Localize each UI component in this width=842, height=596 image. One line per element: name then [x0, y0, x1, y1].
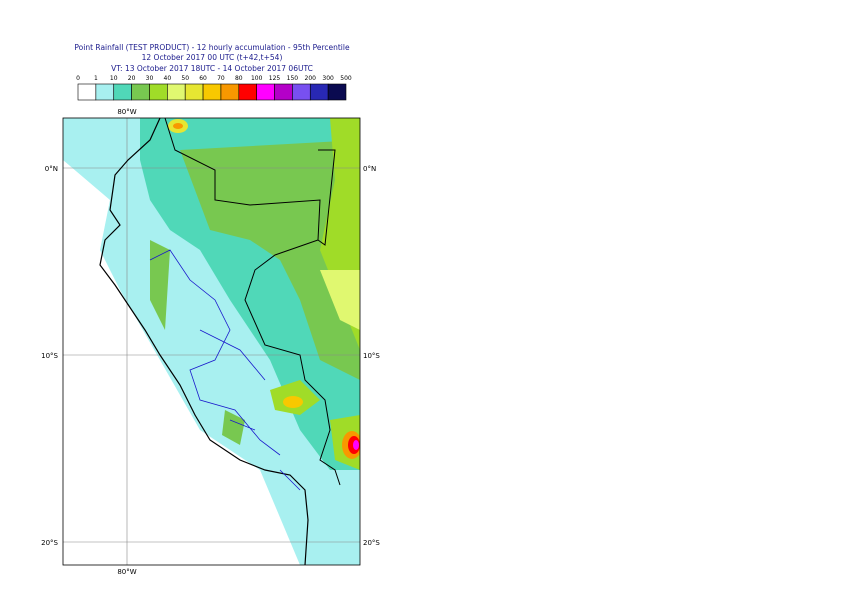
color-swatch	[292, 83, 311, 101]
lon-label: 80°W	[117, 568, 136, 576]
color-swatch	[184, 83, 204, 101]
color-swatch	[220, 83, 240, 101]
color-swatch	[309, 83, 329, 101]
colorbar-label: 300	[322, 75, 334, 82]
colorbar-label: 30	[146, 75, 154, 82]
lat-label: 0°N	[363, 165, 376, 173]
color-swatch	[113, 83, 132, 101]
lat-label: 10°S	[363, 352, 380, 360]
lat-label: 0°N	[45, 165, 58, 173]
color-swatch	[274, 83, 293, 101]
color-swatch	[77, 83, 97, 101]
colorbar-label: 100	[251, 75, 263, 82]
color-swatch	[327, 83, 347, 101]
colorbar-label: 150	[287, 75, 299, 82]
colorbar-label: 40	[164, 75, 172, 82]
map-frame	[62, 117, 361, 566]
colorbar-label: 500	[340, 75, 352, 82]
colorbar-label: 0	[76, 75, 80, 82]
colorbar: 0 1 10 20 30 40 50 60 70 80 100 125 150 200 300 500	[76, 75, 352, 101]
lat-label: 20°S	[363, 539, 380, 547]
color-swatch	[256, 83, 275, 101]
title: Point Rainfall (TEST PRODUCT) - 12 hourl…	[74, 43, 350, 52]
color-swatch	[167, 83, 186, 101]
colorbar-label: 80	[235, 75, 243, 82]
lat-label: 20°S	[41, 539, 58, 547]
colorbar-label: 70	[217, 75, 225, 82]
colorbar-label: 60	[199, 75, 207, 82]
color-swatch	[149, 83, 168, 101]
colorbar-label: 10	[110, 75, 118, 82]
valid-time: VT: 13 October 2017 18UTC - 14 October 2…	[111, 64, 313, 73]
colorbar-label: 20	[128, 75, 136, 82]
colorbar-label: 50	[181, 75, 189, 82]
subtitle: 12 October 2017 00 UTC (t+42,t+54)	[142, 53, 283, 62]
colorbar-label: 200	[305, 75, 317, 82]
lat-label: 10°S	[41, 352, 58, 360]
color-swatch	[95, 83, 115, 101]
header: Point Rainfall (TEST PRODUCT) - 12 hourl…	[74, 43, 350, 73]
color-swatch	[131, 83, 150, 101]
color-swatch	[238, 83, 257, 101]
map	[63, 118, 360, 565]
colorbar-label: 125	[269, 75, 281, 82]
lon-label: 80°W	[117, 108, 136, 116]
color-swatch	[202, 83, 222, 101]
colorbar-label: 1	[94, 75, 98, 82]
